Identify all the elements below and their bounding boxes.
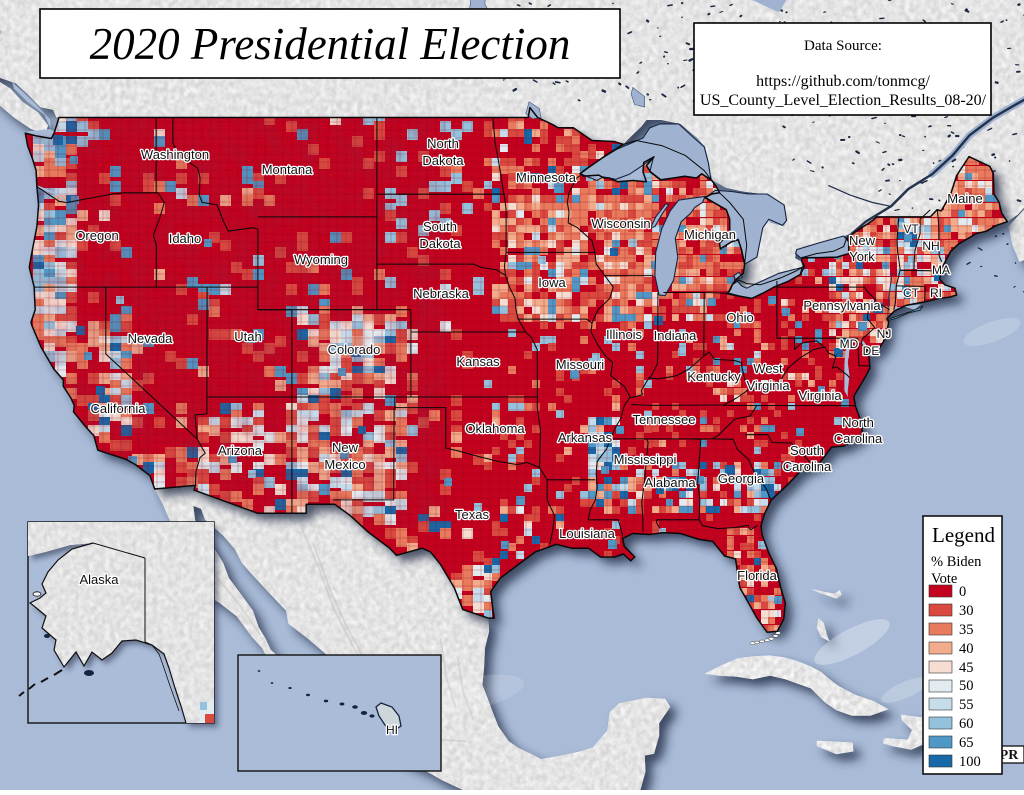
svg-text:North: North: [842, 415, 874, 430]
svg-text:Pennsylvania: Pennsylvania: [803, 298, 881, 313]
svg-text:Louisiana: Louisiana: [559, 526, 615, 541]
svg-text:Iowa: Iowa: [538, 275, 566, 290]
svg-text:Washington: Washington: [141, 147, 209, 162]
svg-text:45: 45: [959, 660, 974, 676]
svg-text:Montana: Montana: [262, 162, 313, 177]
svg-text:California: California: [91, 401, 147, 416]
svg-text:Wyoming: Wyoming: [294, 252, 348, 267]
svg-text:South: South: [423, 219, 457, 234]
svg-text:Nevada: Nevada: [128, 331, 174, 346]
svg-text:MA: MA: [932, 263, 950, 277]
svg-text:Georgia: Georgia: [718, 471, 765, 486]
svg-text:VT: VT: [903, 222, 919, 236]
svg-text:New: New: [849, 233, 876, 248]
svg-text:Utah: Utah: [234, 329, 261, 344]
svg-text:Texas: Texas: [455, 507, 489, 522]
svg-text:Alabama: Alabama: [644, 475, 696, 490]
svg-text:Virginia: Virginia: [798, 388, 842, 403]
svg-text:65: 65: [959, 735, 974, 751]
svg-text:US_County_Level_Election_Resul: US_County_Level_Election_Results_08-20/: [700, 92, 987, 109]
svg-text:West: West: [753, 361, 783, 376]
svg-text:PR: PR: [1000, 748, 1020, 763]
svg-text:Indiana: Indiana: [654, 328, 697, 343]
svg-text:35: 35: [959, 622, 974, 638]
svg-text:Kansas: Kansas: [456, 354, 500, 369]
svg-text:Tennessee: Tennessee: [633, 412, 696, 427]
svg-text:60: 60: [959, 716, 974, 732]
svg-text:MD: MD: [840, 337, 859, 351]
svg-text:Alaska: Alaska: [79, 572, 119, 587]
svg-text:40: 40: [959, 641, 974, 657]
svg-text:Ohio: Ohio: [726, 310, 753, 325]
svg-text:HI: HI: [386, 723, 398, 737]
svg-text:Colorado: Colorado: [328, 342, 381, 357]
svg-text:New: New: [332, 440, 359, 455]
svg-text:DE: DE: [863, 344, 880, 358]
svg-text:Kentucky: Kentucky: [687, 369, 741, 384]
svg-text:Virginia: Virginia: [746, 378, 790, 393]
svg-text:Wisconsin: Wisconsin: [591, 216, 650, 231]
svg-text:York: York: [849, 249, 875, 264]
svg-text:Arizona: Arizona: [218, 443, 263, 458]
svg-text:Data Source:: Data Source:: [804, 38, 882, 54]
svg-text:0: 0: [959, 584, 966, 600]
svg-text:South: South: [790, 443, 824, 458]
svg-text:Mexico: Mexico: [324, 457, 365, 472]
svg-text:NJ: NJ: [877, 327, 892, 341]
svg-text:Minnesota: Minnesota: [516, 170, 577, 185]
svg-text:Dakota: Dakota: [422, 153, 464, 168]
svg-text:Nebraska: Nebraska: [413, 286, 469, 301]
svg-text:Dakota: Dakota: [419, 236, 461, 251]
svg-text:CT: CT: [903, 286, 920, 300]
svg-text:30: 30: [959, 603, 974, 619]
svg-text:2020 Presidential Election: 2020 Presidential Election: [90, 19, 571, 69]
svg-text:55: 55: [959, 697, 974, 713]
svg-text:Vote: Vote: [931, 571, 957, 587]
svg-text:Carolina: Carolina: [783, 459, 832, 474]
svg-text:NH: NH: [922, 239, 939, 253]
svg-text:100: 100: [959, 754, 981, 770]
svg-text:Florida: Florida: [737, 568, 778, 583]
svg-text:https://github.com/tonmcg/: https://github.com/tonmcg/: [756, 73, 930, 90]
svg-text:% Biden: % Biden: [931, 554, 982, 570]
svg-text:Oregon: Oregon: [75, 228, 118, 243]
svg-text:Carolina: Carolina: [834, 431, 883, 446]
svg-text:Oklahoma: Oklahoma: [465, 421, 525, 436]
svg-text:North: North: [427, 136, 459, 151]
svg-text:RI: RI: [930, 286, 942, 300]
svg-text:Arkansas: Arkansas: [558, 430, 613, 445]
svg-text:Illinois: Illinois: [606, 327, 643, 342]
svg-text:Maine: Maine: [947, 191, 982, 206]
svg-text:Michigan: Michigan: [684, 227, 736, 242]
svg-text:Missouri: Missouri: [556, 357, 605, 372]
svg-text:Idaho: Idaho: [169, 231, 202, 246]
svg-text:Legend: Legend: [932, 523, 995, 547]
svg-text:Mississippi: Mississippi: [614, 452, 677, 467]
svg-text:50: 50: [959, 678, 974, 694]
